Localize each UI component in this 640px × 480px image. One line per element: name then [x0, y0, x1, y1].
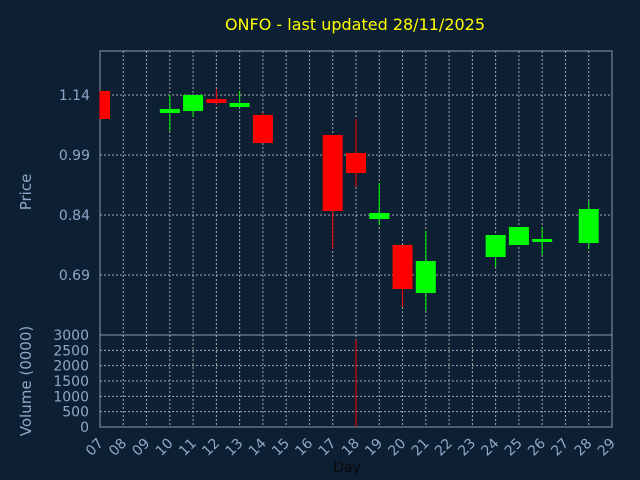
candle-body — [415, 261, 436, 293]
candle-body — [159, 109, 180, 113]
candle-body — [392, 245, 413, 289]
day-tick-label: 11 — [176, 436, 200, 460]
volume-axis-label: Volume (0000) — [17, 326, 35, 436]
price-tick-label: 1.14 — [59, 88, 90, 104]
day-tick-label: 14 — [246, 435, 270, 459]
price-tick-label: 0.84 — [59, 208, 90, 224]
candle-body — [532, 239, 553, 242]
day-tick-label: 22 — [432, 436, 456, 460]
candle-body — [485, 235, 506, 257]
day-tick-label: 17 — [316, 436, 340, 460]
candle-body — [322, 135, 343, 211]
day-tick-label: 10 — [153, 436, 177, 460]
day-tick-label: 12 — [199, 436, 223, 460]
chart-title: ONFO - last updated 28/11/2025 — [225, 15, 485, 34]
day-tick-label: 19 — [362, 436, 386, 460]
day-tick-label: 09 — [129, 436, 153, 460]
volume-tick-label: 500 — [62, 405, 89, 421]
day-tick-label: 16 — [292, 435, 316, 459]
volume-tick-label: 3000 — [53, 328, 89, 344]
day-tick-label: 23 — [455, 436, 479, 460]
price-tick-label: 0.99 — [59, 148, 90, 164]
price-tick-label: 0.69 — [59, 268, 90, 284]
volume-tick-label: 1500 — [53, 374, 89, 390]
day-tick-label: 15 — [269, 436, 293, 460]
candle-body — [369, 213, 390, 219]
day-tick-label: 25 — [502, 436, 526, 460]
price-axis-label: Price — [17, 174, 35, 211]
day-tick-label: 27 — [548, 436, 572, 460]
price-tick-labels: 1.14 0.99 0.84 0.69 — [59, 88, 90, 284]
candle-body — [346, 153, 366, 173]
candles — [99, 89, 599, 311]
candle-body — [100, 91, 110, 119]
day-tick-label: 26 — [525, 435, 549, 459]
volume-tick-label: 0 — [80, 420, 89, 436]
day-tick-labels: 07 08 09 10 11 12 13 14 15 16 17 18 19 20 21 22 23 24 25 26… — [83, 435, 619, 459]
day-tick-label: 24 — [479, 435, 503, 459]
day-tick-label: 07 — [83, 436, 107, 460]
day-tick-label: 08 — [106, 436, 130, 460]
day-tick-label: 13 — [223, 436, 247, 460]
x-axis-label: Day — [333, 460, 361, 476]
volume-tick-label: 1000 — [53, 389, 89, 405]
candle-body — [578, 209, 599, 243]
day-tick-label: 28 — [572, 436, 596, 460]
volume-tick-label: 2000 — [53, 359, 89, 375]
candle-body — [206, 99, 227, 103]
candle-body — [252, 115, 273, 143]
volume-tick-label: 2500 — [53, 343, 89, 359]
day-tick-label: 29 — [595, 436, 619, 460]
day-tick-label: 21 — [409, 436, 433, 460]
day-tick-label: 18 — [339, 436, 363, 460]
candle-body — [229, 103, 250, 107]
candle-body — [508, 227, 529, 245]
candle-body — [183, 95, 204, 111]
day-tick-label: 20 — [385, 436, 409, 460]
